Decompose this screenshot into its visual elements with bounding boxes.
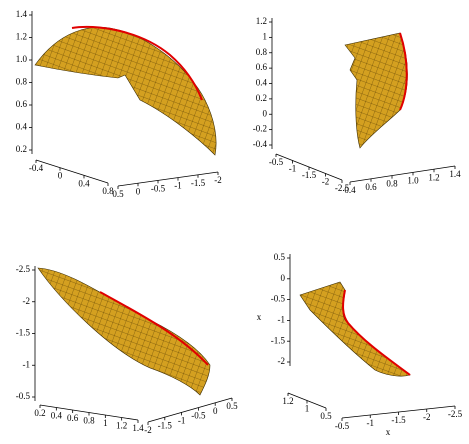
- tick-label: -0.5: [16, 391, 31, 401]
- surface-edge: [99, 291, 209, 366]
- tick-label: -2.5: [448, 409, 463, 419]
- tick-label: -2: [423, 412, 431, 422]
- tick-label: 1.2: [282, 396, 293, 406]
- tick-label: -0.5: [335, 421, 350, 431]
- surface-edge: [399, 32, 408, 111]
- tick-label: 0.4: [78, 178, 90, 188]
- tick-label: 0.6: [365, 182, 377, 192]
- tick-label: 0.8: [386, 179, 398, 189]
- tick-label: -0.2: [253, 124, 267, 134]
- axis-line: [349, 165, 456, 183]
- tick-label: -0.5: [191, 411, 206, 421]
- tick-label: 0.6: [256, 62, 268, 72]
- tick-label: 0.8: [16, 77, 28, 87]
- axis-label: x: [257, 312, 262, 322]
- tick-label: -1.5: [16, 328, 31, 338]
- tick-label: 0.5: [112, 189, 124, 199]
- tick-label: 0.5: [274, 252, 286, 262]
- tick-label: -2: [144, 425, 152, 435]
- tick-label: 0.4: [51, 411, 63, 421]
- tick-label: -0.5: [271, 294, 286, 304]
- tick-label: -1: [178, 415, 186, 425]
- tick-label: -1: [174, 181, 182, 191]
- tick-label: 0: [58, 171, 63, 181]
- tick-label: -1: [278, 314, 286, 324]
- tick-label: 0.2: [34, 408, 45, 418]
- tick-label: 0.8: [102, 186, 114, 196]
- tick-label: 1: [263, 31, 268, 41]
- surface-edge: [342, 289, 411, 376]
- tick-label: -2.5: [16, 264, 31, 274]
- tick-label: 1.4: [449, 169, 461, 179]
- axis-label: x: [386, 427, 391, 437]
- tick-label: 1.2: [16, 32, 27, 42]
- axis-line: [147, 397, 233, 423]
- tick-label: 1.2: [116, 421, 127, 431]
- tick-label: 0.4: [256, 78, 268, 88]
- surface-edge: [71, 25, 203, 101]
- tick-label: 0: [213, 406, 218, 416]
- tick-label: 0.5: [320, 411, 332, 421]
- tick-label: -1: [23, 359, 31, 369]
- tick-label: -0.4: [253, 139, 268, 149]
- axis-line: [35, 159, 109, 184]
- tick-label: 0.8: [83, 416, 95, 426]
- tick-label: 0.6: [16, 99, 28, 109]
- tick-label: 0.5: [226, 401, 238, 411]
- tick-label: -1: [367, 418, 375, 428]
- tick-label: -0.5: [151, 183, 166, 193]
- tick-label: 1.4: [16, 9, 28, 19]
- tick-label: -1.5: [271, 335, 286, 345]
- tick-label: -2: [278, 356, 286, 366]
- tick-label: 0: [263, 108, 268, 118]
- tick-label: 1: [305, 404, 310, 414]
- tick-label: -1.5: [158, 420, 173, 430]
- tick-label: -2: [322, 177, 330, 187]
- tick-label: 1.2: [428, 172, 439, 182]
- tick-label: 0: [281, 273, 286, 283]
- tick-label: -1.5: [391, 415, 406, 425]
- tick-label: 0.4: [344, 185, 356, 195]
- tick-label: 0.2: [256, 93, 267, 103]
- tick-label: -1.5: [191, 178, 206, 188]
- tick-label: -1: [289, 164, 297, 174]
- tick-label: 1.0: [16, 54, 28, 64]
- tick-label: 0.2: [16, 144, 27, 154]
- tick-label: -2: [214, 175, 222, 185]
- tick-label: 0: [136, 186, 141, 196]
- tick-label: 1.4: [132, 423, 144, 433]
- tick-label: 0.4: [16, 122, 28, 132]
- surface: [344, 32, 408, 149]
- surface: [34, 27, 217, 156]
- tick-label: -1.5: [302, 170, 317, 180]
- tick-label: -0.5: [269, 157, 284, 167]
- tick-label: 0.6: [67, 413, 79, 423]
- tick-label: 0.8: [256, 47, 268, 57]
- surface: [37, 267, 211, 396]
- tick-label: 1.0: [407, 175, 419, 185]
- tick-label: 1: [103, 418, 108, 428]
- tick-label: -0.4: [29, 163, 44, 173]
- axis-line: [117, 171, 219, 187]
- tick-label: -2.5: [335, 183, 350, 193]
- tick-label: 1.2: [256, 16, 267, 26]
- tick-label: -2: [23, 296, 31, 306]
